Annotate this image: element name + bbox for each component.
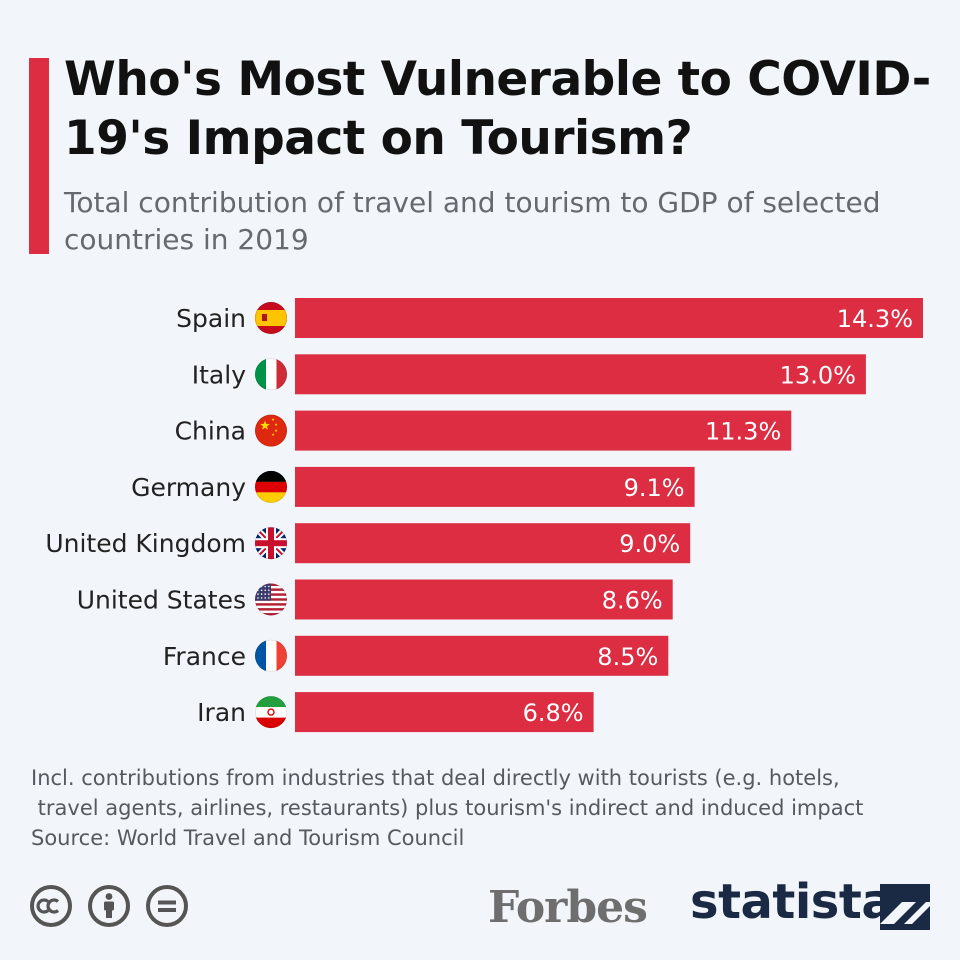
footnote-line: Incl. contributions from industries that… <box>31 766 840 790</box>
value-label: 11.3% <box>705 418 781 446</box>
bar-row-china: China 11.3% <box>175 410 792 451</box>
category-label: United Kingdom <box>45 529 246 558</box>
italy-flag-icon <box>254 358 288 391</box>
footer: Forbes statista <box>0 870 960 950</box>
value-label: 9.0% <box>619 530 680 558</box>
bar <box>295 523 691 564</box>
category-label: Spain <box>176 304 246 333</box>
chart-subtitle: Total contribution of travel and tourism… <box>64 186 881 256</box>
footnote: Incl. contributions from industries that… <box>31 763 931 853</box>
attribution-icon[interactable] <box>87 884 131 928</box>
bar <box>295 298 923 338</box>
category-label: France <box>163 642 246 671</box>
bar <box>295 466 695 507</box>
value-label: 14.3% <box>837 305 913 333</box>
title-accent-bar <box>29 58 49 254</box>
united-states-flag-icon <box>254 583 288 616</box>
category-label: Iran <box>197 698 246 727</box>
bar-row-germany: Germany 9.1% <box>131 466 695 507</box>
spain-flag-icon <box>254 301 288 335</box>
united-kingdom-flag-icon <box>254 527 288 560</box>
value-label: 13.0% <box>780 361 856 389</box>
bar-row-united-kingdom: United Kingdom 9.0% <box>45 523 691 564</box>
china-flag-icon <box>254 414 288 447</box>
bar-row-spain: Spain 14.3% <box>176 298 923 338</box>
category-label: China <box>175 417 246 446</box>
forbes-logo: Forbes <box>488 882 648 933</box>
category-label: Italy <box>192 360 246 389</box>
france-flag-icon <box>254 639 288 672</box>
bar-row-france: France 8.5% <box>163 635 669 676</box>
bar <box>295 579 673 620</box>
chart-title: Who's Most Vulnerable to COVID-19's Impa… <box>64 52 931 166</box>
value-label: 6.8% <box>523 699 584 727</box>
footnote-line: travel agents, airlines, restaurants) pl… <box>31 796 864 820</box>
bar <box>295 354 866 395</box>
category-label: Germany <box>131 473 246 502</box>
bar <box>295 692 594 733</box>
bar-row-iran: Iran 6.8% <box>197 692 594 733</box>
bar <box>295 410 792 451</box>
value-label: 9.1% <box>624 474 685 502</box>
bar <box>295 635 669 676</box>
source-text: Source: World Travel and Tourism Council <box>31 826 465 850</box>
no-derivatives-icon[interactable] <box>145 884 189 928</box>
creative-commons-icon[interactable] <box>29 884 73 928</box>
iran-flag-icon <box>254 696 288 729</box>
value-label: 8.5% <box>597 643 658 671</box>
germany-flag-icon <box>254 470 288 503</box>
bar-row-united-states: United States 8.6% <box>77 579 673 620</box>
value-label: 8.6% <box>602 587 663 615</box>
bar-row-italy: Italy 13.0% <box>192 354 866 395</box>
statista-logo-mark-icon <box>880 884 930 930</box>
category-label: United States <box>77 586 246 615</box>
statista-logo: statista <box>690 874 894 930</box>
